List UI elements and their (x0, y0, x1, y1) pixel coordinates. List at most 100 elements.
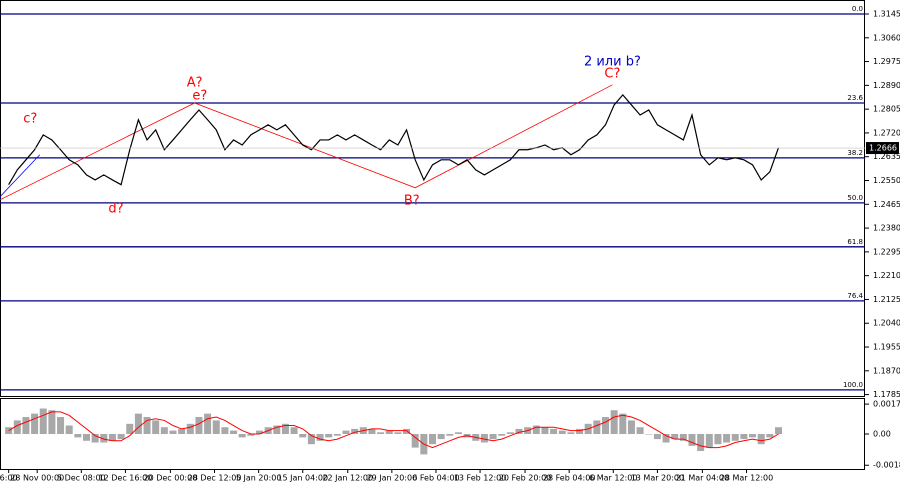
osc-y-tick-label: 0.00176 (873, 400, 900, 409)
osc-bar (333, 434, 341, 436)
osc-bar (307, 434, 315, 445)
osc-bar (48, 410, 56, 434)
osc-bar (325, 434, 333, 438)
fib-level-label: 100.0 (843, 381, 863, 389)
osc-bar (342, 430, 350, 434)
y-tick-label: 1.3145 (873, 9, 900, 18)
osc-bar (160, 427, 168, 434)
osc-bar (714, 434, 722, 445)
osc-bar (593, 420, 601, 434)
y-tick-label: 1.2380 (873, 224, 900, 233)
x-tick-label: 29 Jan 20:00 (367, 474, 418, 483)
osc-signal-line (8, 411, 779, 449)
osc-bar (403, 428, 411, 434)
osc-bar (238, 434, 246, 438)
osc-bar (480, 434, 488, 443)
osc-bar (446, 434, 454, 436)
osc-bar (299, 434, 307, 438)
osc-bar (489, 434, 497, 440)
y-tick-label: 1.2550 (873, 176, 900, 185)
osc-bar (636, 427, 644, 434)
y-tick-label: 1.2635 (873, 152, 900, 161)
osc-bar (281, 423, 289, 434)
osc-bar (247, 434, 255, 436)
wave-annotation: A? (187, 75, 203, 90)
x-tick-label: 28 Dec 12:00 (188, 474, 242, 483)
osc-bar (368, 428, 376, 434)
price-line (8, 93, 780, 186)
x-tick-label: 22 Jan 12:00 (322, 474, 373, 483)
osc-bar (619, 413, 627, 434)
osc-y-tick-label: -0.00184 (873, 461, 900, 470)
osc-bar (532, 425, 540, 434)
x-tick-label: 20 Feb 20:00 (499, 474, 551, 483)
x-tick-label: 6 Mar 12:00 (589, 474, 637, 483)
x-tick-label: 20 Dec 00:00 (143, 474, 197, 483)
wave-annotation: C? (604, 66, 620, 81)
osc-bar (212, 420, 220, 434)
osc-bar (627, 420, 635, 434)
osc-bar (377, 432, 385, 434)
x-tick-label: 13 Mar 20:00 (631, 474, 684, 483)
osc-bar (91, 434, 99, 443)
y-tick-label: 1.1785 (873, 390, 900, 399)
fib-level-label: 38.2 (847, 149, 863, 157)
osc-bar (316, 434, 324, 441)
wave-annotation: 2 или b? (584, 54, 641, 69)
osc-bar (602, 417, 609, 434)
osc-bar (394, 432, 402, 434)
y-tick-label: 1.3060 (873, 33, 900, 42)
osc-bar (152, 420, 160, 434)
osc-bar (143, 417, 151, 434)
osc-bar (351, 428, 359, 434)
osc-bar (411, 434, 419, 448)
wave-line (0, 84, 613, 201)
osc-bar (22, 417, 30, 434)
y-tick-label: 1.2465 (873, 200, 900, 209)
osc-bar (74, 434, 82, 438)
osc-bar (39, 408, 47, 434)
osc-bar (65, 425, 73, 434)
osc-bar (757, 434, 765, 445)
fib-level-label: 50.0 (847, 194, 863, 202)
fib-level-label: 76.4 (847, 292, 863, 300)
x-tick-label: 15 Jan 04:00 (277, 474, 328, 483)
y-tick-label: 1.2295 (873, 247, 900, 256)
y-tick-label: 1.2210 (873, 271, 900, 280)
osc-bar (645, 434, 653, 435)
oscillator-frame (0, 398, 865, 470)
wave-annotation: c? (23, 111, 37, 126)
osc-bar (671, 434, 679, 440)
y-tick-label: 1.2040 (873, 319, 900, 328)
aux-line (0, 154, 41, 198)
osc-bar (679, 434, 687, 441)
x-tick-label: 28 Mar 12:00 (720, 474, 773, 483)
wave-annotation: e? (192, 88, 207, 103)
osc-bar (740, 434, 748, 440)
osc-bar (454, 432, 462, 434)
x-tick-label: 6 Feb 04:00 (412, 474, 459, 483)
osc-bar (610, 410, 618, 434)
x-tick-label: 5 Jan 20:00 (236, 474, 282, 483)
osc-bar (221, 427, 229, 434)
osc-bar (100, 434, 108, 443)
osc-bar (195, 417, 203, 434)
osc-bar (662, 434, 670, 443)
x-tick-label: 5 Dec 08:00 (57, 474, 106, 483)
osc-bar (731, 434, 739, 441)
osc-bar (705, 434, 713, 448)
osc-bar (515, 428, 523, 434)
osc-bar (169, 430, 177, 434)
osc-bar (688, 434, 696, 446)
osc-bar (506, 432, 514, 434)
osc-y-tick-label: 0.00 (873, 430, 891, 439)
osc-bar (558, 430, 566, 434)
osc-bar (576, 428, 584, 434)
osc-bar (766, 434, 774, 438)
x-tick-label: 6:00 (0, 474, 18, 483)
osc-bar (385, 430, 393, 434)
y-tick-label: 1.1870 (873, 366, 900, 375)
y-tick-label: 1.1955 (873, 343, 900, 352)
osc-bar (83, 434, 90, 441)
osc-bar (498, 434, 506, 436)
